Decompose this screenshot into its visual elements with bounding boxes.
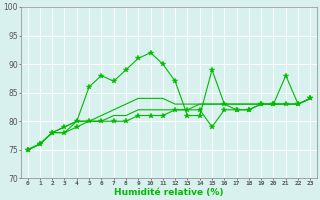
X-axis label: Humidité relative (%): Humidité relative (%) bbox=[114, 188, 224, 197]
